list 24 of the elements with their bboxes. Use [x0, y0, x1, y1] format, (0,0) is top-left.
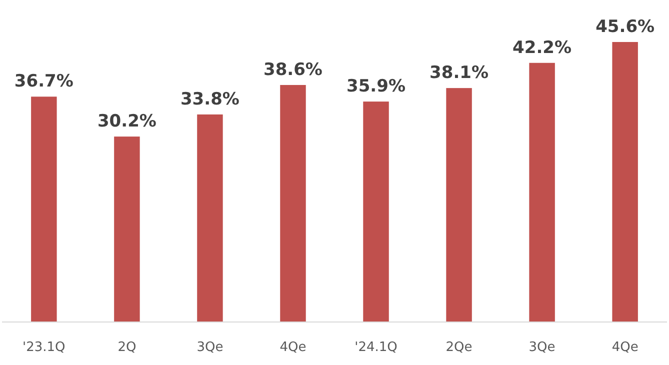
data-label: 38.1% — [430, 63, 489, 84]
data-label: 42.2% — [512, 38, 572, 58]
bar — [31, 96, 57, 322]
x-tick-label: 4Qe — [612, 340, 638, 355]
data-label: 45.6% — [596, 17, 655, 37]
bar — [280, 84, 306, 322]
bar — [197, 114, 223, 322]
x-tick-label: 3Qe — [196, 340, 224, 355]
x-tick-label: '24.1Q — [354, 340, 398, 355]
x-tick-label: 4Qe — [280, 340, 306, 355]
bar — [363, 102, 389, 322]
bar — [446, 88, 472, 322]
bar — [529, 62, 555, 322]
x-tick-label: 2Qe — [446, 340, 472, 355]
bar — [114, 136, 140, 322]
data-label: 36.7% — [14, 72, 74, 92]
data-label: 30.2% — [97, 112, 156, 132]
x-tick-label: 3Qe — [528, 340, 556, 355]
data-label: 35.9% — [346, 76, 406, 97]
bar — [612, 42, 638, 322]
data-label: 38.6% — [263, 60, 322, 80]
data-label: 33.8% — [180, 89, 240, 110]
x-tick-label: 2Q — [118, 340, 136, 355]
x-tick-label: '23.1Q — [22, 340, 66, 355]
